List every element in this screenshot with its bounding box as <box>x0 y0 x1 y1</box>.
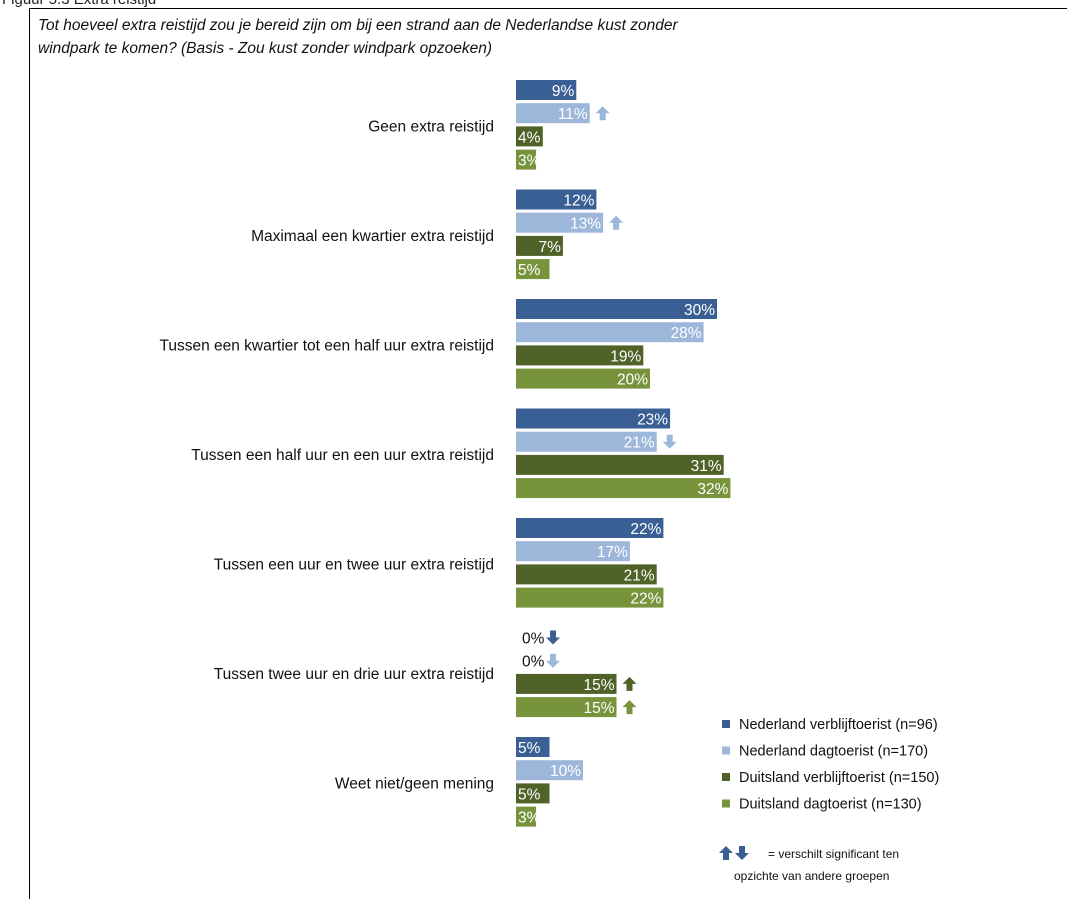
bar <box>516 564 657 585</box>
category-label: Maximaal een kwartier extra reistijd <box>251 228 494 245</box>
bar <box>516 518 664 538</box>
bar <box>516 673 617 694</box>
bar <box>516 259 550 280</box>
category-label: Tussen een kwartier tot een half uur ext… <box>159 337 494 354</box>
arrow-up-icon <box>595 106 610 121</box>
data-label: 10% <box>550 763 581 780</box>
category-label: Tussen twee uur en drie uur extra reisti… <box>214 666 494 683</box>
data-label: 9% <box>552 83 575 100</box>
data-label: 21% <box>624 567 655 584</box>
category-label: Tussen een half uur en een uur extra rei… <box>191 447 494 464</box>
arrow-down-icon <box>546 630 560 645</box>
data-label: 0% <box>522 631 545 648</box>
legend-label: Nederland verblijftoerist (n=96) <box>739 717 938 733</box>
legend-label: Duitsland verblijftoerist (n=150) <box>739 770 939 786</box>
category-label: Weet niet/geen mening <box>335 775 494 792</box>
data-label: 20% <box>617 372 648 389</box>
bar <box>516 760 583 781</box>
bar <box>516 299 717 319</box>
legend-swatch <box>722 799 730 808</box>
data-label: 5% <box>518 262 541 279</box>
arrow-up-icon <box>622 700 637 715</box>
data-label: 0% <box>522 654 545 671</box>
data-label: 4% <box>518 129 541 146</box>
data-label: 3% <box>518 153 541 170</box>
bar <box>516 431 657 452</box>
category-label: Tussen een uur en twee uur extra reistij… <box>214 556 494 573</box>
figure-caption: Figuur 5.3 Extra reistijd <box>2 0 156 8</box>
bar <box>516 80 577 100</box>
data-label: 32% <box>697 481 728 498</box>
data-label: 7% <box>538 239 561 256</box>
bar <box>516 345 644 366</box>
legend-label: Duitsland dagtoerist (n=130) <box>739 797 922 813</box>
data-label: 22% <box>630 591 661 608</box>
legend-label: Nederland dagtoerist (n=170) <box>739 744 928 760</box>
significance-note-line-2: opzichte van andere groepen <box>734 869 889 883</box>
question-line-1: Tot hoeveel extra reistijd zou je bereid… <box>38 17 678 34</box>
bar <box>516 478 731 499</box>
data-label: 30% <box>684 302 715 319</box>
arrow-down-icon <box>735 846 749 860</box>
bar <box>516 697 617 718</box>
bar <box>516 783 550 804</box>
data-label: 28% <box>671 325 702 342</box>
data-label: 13% <box>570 216 601 233</box>
data-label: 11% <box>558 106 588 123</box>
data-label: 17% <box>597 544 628 561</box>
arrow-down-icon <box>546 653 560 668</box>
bar <box>516 322 704 343</box>
data-label: 22% <box>630 521 661 538</box>
chart-question: Tot hoeveel extra reistijd zou je bereid… <box>38 14 1048 60</box>
bar <box>516 737 550 757</box>
bar <box>516 368 650 389</box>
bar <box>516 587 664 608</box>
chart-border <box>29 8 1067 899</box>
significance-note-line-1: = verschilt significant ten <box>768 847 899 861</box>
bar <box>516 212 604 233</box>
bar <box>516 454 724 475</box>
bar <box>516 408 671 429</box>
bar <box>516 149 537 170</box>
arrow-up-icon <box>609 215 624 230</box>
bar <box>516 103 590 124</box>
data-label: 21% <box>624 435 655 452</box>
data-label: 15% <box>583 700 614 717</box>
bar <box>516 189 597 210</box>
data-label: 19% <box>610 348 641 365</box>
data-label: 5% <box>518 786 541 803</box>
arrow-up-icon <box>622 676 637 691</box>
arrow-up-icon <box>719 846 733 860</box>
data-label: 23% <box>637 412 668 429</box>
data-label: 31% <box>691 458 722 475</box>
bar <box>516 235 563 256</box>
data-label: 5% <box>518 740 541 757</box>
bar <box>516 126 543 147</box>
data-label: 15% <box>583 677 614 694</box>
arrow-down-icon <box>662 434 677 449</box>
legend-swatch <box>722 720 730 728</box>
question-line-2: windpark te komen? (Basis - Zou kust zon… <box>38 40 493 57</box>
category-label: Geen extra reistijd <box>368 118 494 135</box>
data-label: 12% <box>563 193 594 210</box>
legend-swatch <box>722 773 730 781</box>
bar <box>516 806 537 827</box>
legend-swatch <box>722 746 730 755</box>
data-label: 3% <box>518 810 541 827</box>
bar <box>516 541 630 562</box>
